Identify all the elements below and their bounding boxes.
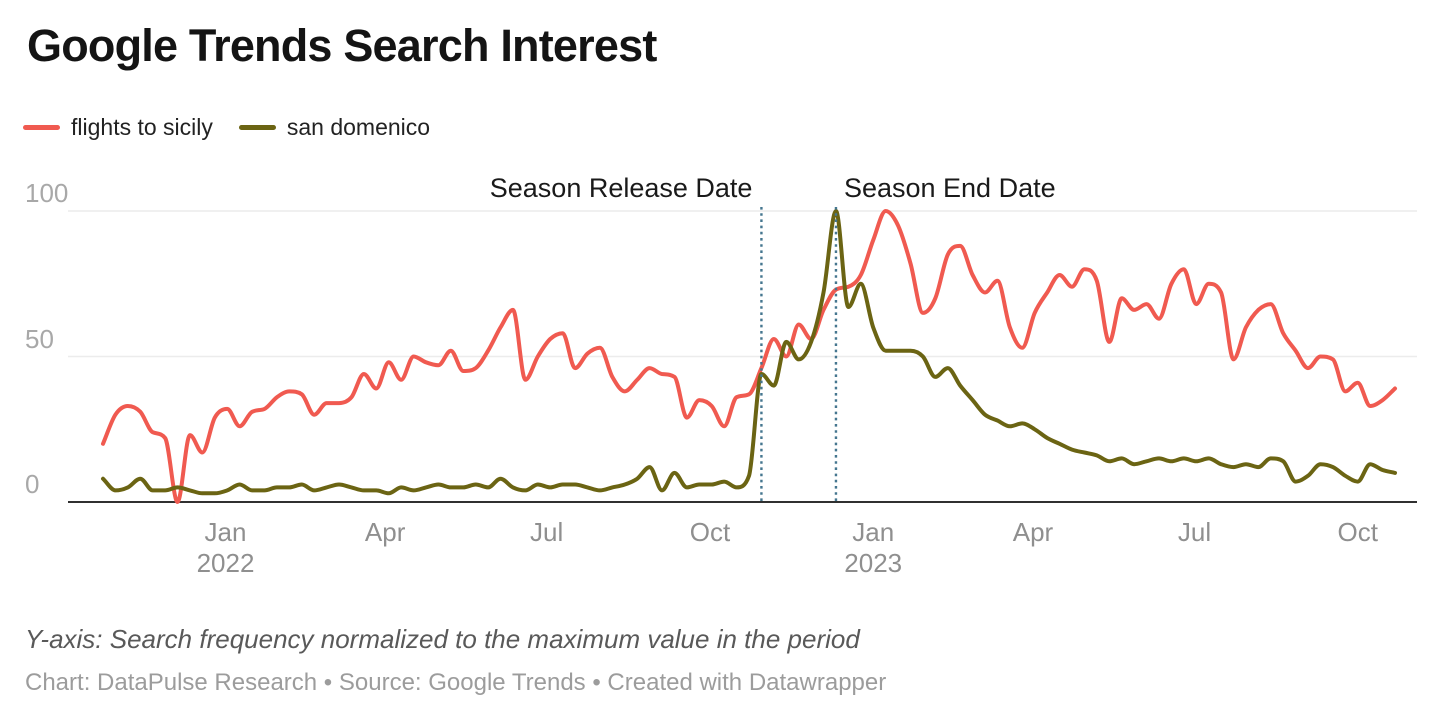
- legend-swatch-flights-to-sicily: [23, 125, 60, 130]
- legend-label-flights-to-sicily: flights to sicily: [71, 114, 213, 140]
- series-line-flights-to-sicily: [101, 209, 1397, 504]
- byline: Chart: DataPulse Research • Source: Goog…: [25, 669, 887, 696]
- series-line-san-domenico: [101, 209, 1397, 496]
- legend-label-san-domenico: san domenico: [286, 114, 431, 140]
- legend-swatch-san-domenico: [238, 125, 276, 130]
- legend-item-flights-to-sicily: flights to sicily: [23, 114, 213, 141]
- chart-title: Google Trends Search Interest: [27, 20, 657, 71]
- legend-item-san-domenico: san domenico: [238, 114, 431, 141]
- legend: flights to sicily san domenico: [23, 114, 430, 141]
- y-axis-note: Y-axis: Search frequency normalized to t…: [25, 624, 860, 654]
